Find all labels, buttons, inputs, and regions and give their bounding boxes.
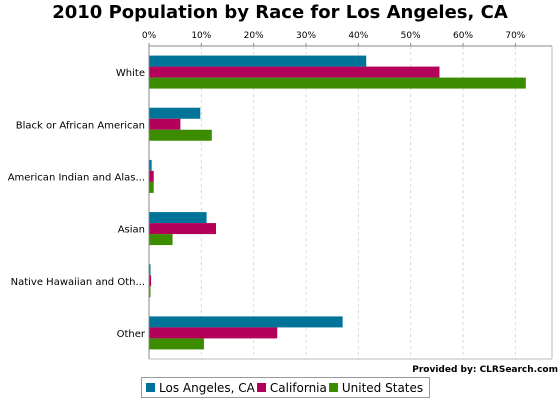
bar-california-other xyxy=(149,327,278,339)
bar-los-angeles-ca-american-indian-and-alas xyxy=(149,159,152,171)
bar-united-states-white xyxy=(149,77,526,89)
bar-california-black-or-african-american xyxy=(149,118,181,130)
category-label: American Indian and Alas... xyxy=(8,172,145,183)
x-tick-label: 30% xyxy=(296,31,316,41)
bar-los-angeles-ca-native-hawaiian-and-oth xyxy=(149,264,151,276)
bar-los-angeles-ca-other xyxy=(149,316,343,328)
bar-united-states-native-hawaiian-and-oth xyxy=(149,286,151,298)
credit-text: Provided by: CLRSearch.com xyxy=(412,365,558,375)
bars xyxy=(149,55,526,350)
bar-california-asian xyxy=(149,223,216,235)
grid-lines xyxy=(200,46,516,359)
category-label: White xyxy=(116,68,145,79)
x-tick-label: 10% xyxy=(191,31,211,41)
category-label: Other xyxy=(117,329,146,340)
x-tick-label: 0% xyxy=(142,31,157,41)
bar-california-white xyxy=(149,66,440,78)
y-axis-labels: White Black or African American American I… xyxy=(8,68,146,340)
legend: Los Angeles, CA California United States xyxy=(141,377,431,398)
bar-united-states-other xyxy=(149,338,204,350)
bar-united-states-american-indian-and-alas xyxy=(149,181,154,193)
legend-item-los-angeles: Los Angeles, CA xyxy=(146,381,255,395)
bar-california-native-hawaiian-and-oth xyxy=(149,275,152,287)
bar-california-american-indian-and-alas xyxy=(149,170,154,182)
category-label: Asian xyxy=(118,225,145,236)
legend-label-united-states: United States xyxy=(341,380,424,395)
legend-label-california: California xyxy=(269,380,327,395)
x-tick-label: 60% xyxy=(453,31,473,41)
category-label: Black or African American xyxy=(16,120,145,131)
bar-los-angeles-ca-black-or-african-american xyxy=(149,107,201,119)
x-tick-label: 40% xyxy=(348,31,368,41)
bar-los-angeles-ca-white xyxy=(149,55,367,67)
category-label: Native Hawaiian and Oth... xyxy=(11,277,145,288)
x-axis-ticks: 0% 10% 20% 30% 40% 50% 60% 70% xyxy=(142,31,526,46)
bar-los-angeles-ca-asian xyxy=(149,212,207,224)
bar-united-states-black-or-african-american xyxy=(149,129,212,141)
legend-label-los-angeles: Los Angeles, CA xyxy=(159,380,255,395)
bar-united-states-asian xyxy=(149,234,173,246)
plot-area xyxy=(149,46,552,359)
legend-swatch-united-states xyxy=(328,383,338,392)
x-tick-label: 20% xyxy=(244,31,264,41)
x-tick-label: 70% xyxy=(505,31,525,41)
legend-item-california: California xyxy=(256,380,327,395)
legend-swatch-california xyxy=(256,383,266,392)
legend-item-united-states: United States xyxy=(328,380,424,395)
chart-title: 2010 Population by Race for Los Angeles,… xyxy=(52,2,508,23)
legend-swatch-los-angeles xyxy=(146,383,155,392)
x-tick-label: 50% xyxy=(401,31,421,41)
